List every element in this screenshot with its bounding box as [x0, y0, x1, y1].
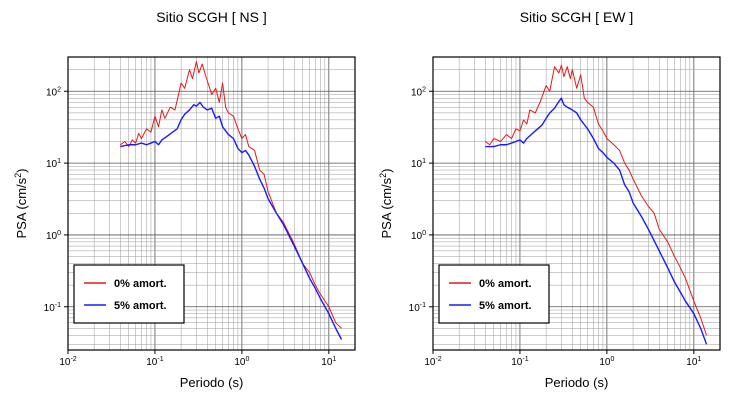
legend-label: 5% amort. — [114, 300, 167, 312]
x-tick-label: 10-1 — [146, 356, 163, 368]
x-axis-label: Periodo (s) — [180, 375, 244, 390]
plot-frame — [67, 56, 356, 351]
y-tick-label: 10-1 — [44, 302, 61, 314]
x-tick-label: 10-2 — [424, 356, 441, 368]
x-tick-label: 101 — [321, 356, 336, 368]
y-tick-label: 100 — [46, 230, 61, 242]
y-tick-label: 100 — [411, 230, 426, 242]
chart-panel-1: 10-2 10-1 100 101 10-1 100 101 102 Sitio SCGH [ … — [378, 9, 721, 390]
legend-box — [438, 264, 550, 324]
x-tick-label: 100 — [234, 356, 249, 368]
y-tick-label: 101 — [46, 158, 61, 170]
y-tick-label: 10-1 — [409, 302, 426, 314]
legend-label: 0% amort. — [479, 278, 532, 290]
chart-title: Sitio SCGH [ EW ] — [520, 9, 634, 25]
x-tick-label: 101 — [686, 356, 701, 368]
legend-box — [73, 264, 185, 324]
chart-title: Sitio SCGH [ NS ] — [156, 9, 266, 25]
chart-panel-0: 10-2 10-1 100 101 10-1 100 101 102 Sitio SCGH [ … — [13, 9, 356, 390]
y-axis-label: PSA (cm/s2) — [13, 168, 29, 238]
x-tick-label: 100 — [599, 356, 614, 368]
x-axis-label: Periodo (s) — [545, 375, 609, 390]
y-tick-label: 102 — [46, 86, 61, 98]
legend-label: 0% amort. — [114, 278, 167, 290]
series-line-damping-5 — [120, 101, 343, 340]
legend: 0% amort. 5% amort. — [438, 264, 550, 324]
x-tick-label: 10-2 — [59, 356, 76, 368]
y-tick-label: 102 — [411, 86, 426, 98]
series-line-damping-0 — [485, 64, 708, 336]
plot-frame — [432, 56, 721, 351]
series-line-damping-0 — [120, 60, 342, 329]
series-line-damping-5 — [485, 97, 708, 345]
x-tick-label: 10-1 — [511, 356, 528, 368]
legend-label: 5% amort. — [479, 300, 532, 312]
y-tick-label: 101 — [411, 158, 426, 170]
y-axis-label: PSA (cm/s2) — [378, 168, 394, 238]
legend: 0% amort. 5% amort. — [73, 264, 185, 324]
